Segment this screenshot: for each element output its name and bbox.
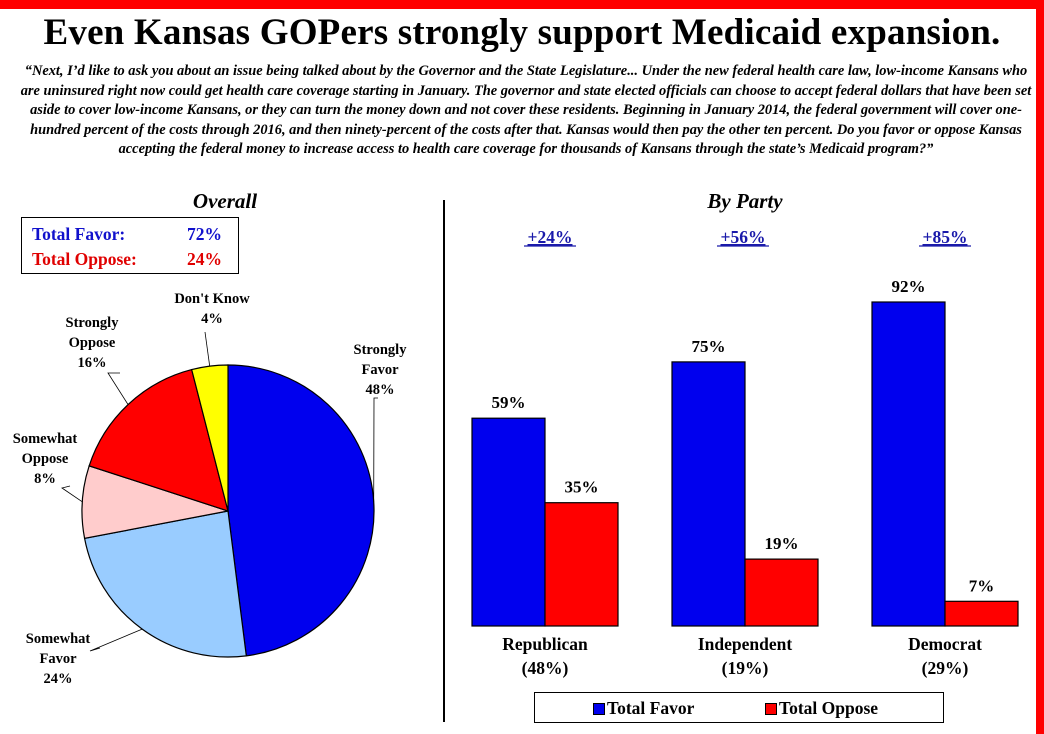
total-favor-label: Total Favor: xyxy=(32,224,126,244)
category-share-republican: (48%) xyxy=(522,658,569,678)
bar-chart-legend: Total Favor Total Oppose xyxy=(534,692,944,723)
pie-label-strongly-oppose: Strongly Oppose 16% xyxy=(66,315,120,371)
pie-label-somewhat-oppose: Somewhat Oppose 8% xyxy=(13,431,78,487)
bar-chart-title: By Party xyxy=(707,189,783,213)
total-oppose-label: Total Oppose: xyxy=(32,249,137,269)
section-divider xyxy=(443,200,445,722)
survey-question: “Next, I’d like to ask you about an issu… xyxy=(20,63,1032,157)
category-label-independent: Independent xyxy=(698,634,793,654)
margin-label-democrat: +85% xyxy=(923,227,968,247)
legend-swatch-favor xyxy=(593,703,605,715)
bar-value-label-independent-total-oppose: 19% xyxy=(765,534,799,553)
bar-democrat-total-oppose xyxy=(944,600,1019,627)
pie-slice-strongly-favor xyxy=(227,364,375,657)
pie-leader-don-t-know xyxy=(204,331,211,367)
top-accent-bar xyxy=(0,0,1044,9)
category-label-republican: Republican xyxy=(502,634,588,654)
bar-independent-total-favor xyxy=(671,361,746,627)
pie-label-don-t-know: Don't Know 4% xyxy=(174,291,250,327)
pie-leader-somewhat-favor xyxy=(89,628,143,652)
pie-leader-strongly-oppose xyxy=(107,372,129,405)
margin-label-republican: +24% xyxy=(528,227,573,247)
right-accent-bar xyxy=(1036,0,1044,734)
bar-value-label-republican-total-oppose: 35% xyxy=(565,478,599,497)
bar-republican-total-favor xyxy=(471,417,546,627)
pie-chart-title: Overall xyxy=(192,189,258,213)
bar-value-label-democrat-total-favor: 92% xyxy=(892,277,926,296)
pie-leader-strongly-favor xyxy=(373,397,378,502)
bar-value-label-democrat-total-oppose: 7% xyxy=(969,576,995,595)
bar-republican-total-oppose xyxy=(544,502,619,627)
totals-box: Total Favor: 72% Total Oppose: 24% xyxy=(21,217,239,274)
bar-value-label-republican-total-favor: 59% xyxy=(492,393,526,412)
total-oppose-row: Total Oppose: 24% xyxy=(32,247,222,271)
bar-value-label-independent-total-favor: 75% xyxy=(692,337,726,356)
bar-democrat-total-favor xyxy=(871,301,946,627)
legend-swatch-oppose xyxy=(765,703,777,715)
bar-independent-total-oppose xyxy=(744,558,819,627)
pie-leader-somewhat-oppose xyxy=(61,485,83,503)
margin-label-independent: +56% xyxy=(721,227,766,247)
category-share-independent: (19%) xyxy=(722,658,769,678)
category-share-democrat: (29%) xyxy=(922,658,969,678)
legend-label-favor: Total Favor xyxy=(607,698,695,718)
total-oppose-value: 24% xyxy=(187,249,222,269)
pie-slice-strongly-oppose xyxy=(88,368,229,512)
legend-label-oppose: Total Oppose xyxy=(779,698,879,718)
category-label-democrat: Democrat xyxy=(908,634,982,654)
pie-label-somewhat-favor: Somewhat Favor 24% xyxy=(26,631,91,687)
total-favor-value: 72% xyxy=(187,224,222,244)
pie-label-strongly-favor: Strongly Favor 48% xyxy=(354,342,408,398)
page-title: Even Kansas GOPers strongly support Medi… xyxy=(43,12,1001,53)
total-favor-row: Total Favor: 72% xyxy=(32,222,222,246)
